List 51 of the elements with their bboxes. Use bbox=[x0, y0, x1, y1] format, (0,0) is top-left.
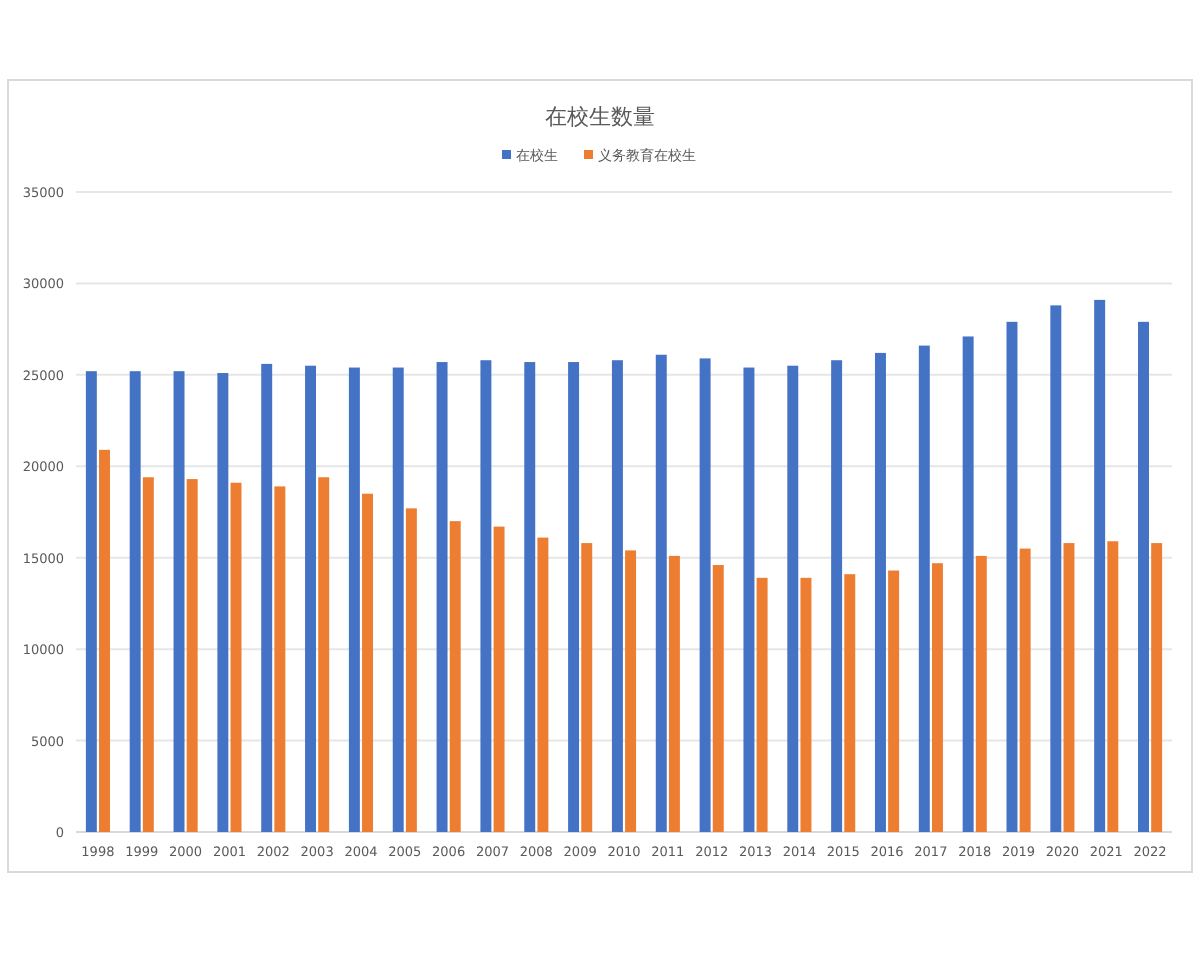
bar bbox=[362, 493, 374, 832]
bar bbox=[756, 577, 768, 832]
bar bbox=[625, 550, 637, 832]
bar bbox=[1019, 548, 1031, 832]
bar bbox=[173, 371, 185, 832]
bar bbox=[975, 555, 987, 832]
bar bbox=[1006, 321, 1018, 832]
bar bbox=[918, 345, 930, 832]
bar bbox=[1107, 541, 1119, 832]
bar bbox=[449, 521, 461, 832]
bar bbox=[129, 371, 141, 832]
bar bbox=[712, 565, 724, 832]
bar bbox=[931, 563, 943, 832]
bar bbox=[1063, 543, 1075, 832]
bar bbox=[85, 371, 97, 832]
bar bbox=[186, 479, 198, 832]
bar bbox=[318, 477, 330, 832]
bar bbox=[831, 360, 843, 832]
bar bbox=[348, 367, 360, 832]
bar bbox=[436, 362, 448, 832]
bar bbox=[274, 486, 286, 832]
bar bbox=[392, 367, 404, 832]
bar bbox=[1151, 543, 1163, 832]
bar bbox=[142, 477, 154, 832]
bar bbox=[743, 367, 755, 832]
bar bbox=[305, 365, 317, 832]
bar bbox=[787, 365, 799, 832]
bar bbox=[962, 336, 974, 832]
bar bbox=[1050, 305, 1062, 832]
bar bbox=[888, 570, 900, 832]
bar bbox=[480, 360, 492, 832]
bar bbox=[611, 360, 623, 832]
bar bbox=[261, 363, 273, 832]
bar bbox=[217, 373, 229, 832]
bar bbox=[568, 362, 580, 832]
bar bbox=[668, 555, 680, 832]
bar bbox=[493, 526, 505, 832]
bar bbox=[524, 362, 536, 832]
bar bbox=[1094, 299, 1106, 832]
bar bbox=[99, 449, 110, 832]
bar bbox=[800, 577, 812, 832]
bar bbox=[230, 482, 242, 832]
chart-title: 在校生数量 bbox=[545, 104, 655, 130]
bar bbox=[655, 354, 667, 832]
bar bbox=[405, 508, 417, 832]
bar bbox=[874, 352, 886, 832]
bar bbox=[699, 358, 711, 832]
bar bbox=[581, 543, 593, 832]
bar bbox=[844, 574, 856, 832]
bar bbox=[1138, 321, 1149, 832]
bar bbox=[537, 537, 549, 832]
